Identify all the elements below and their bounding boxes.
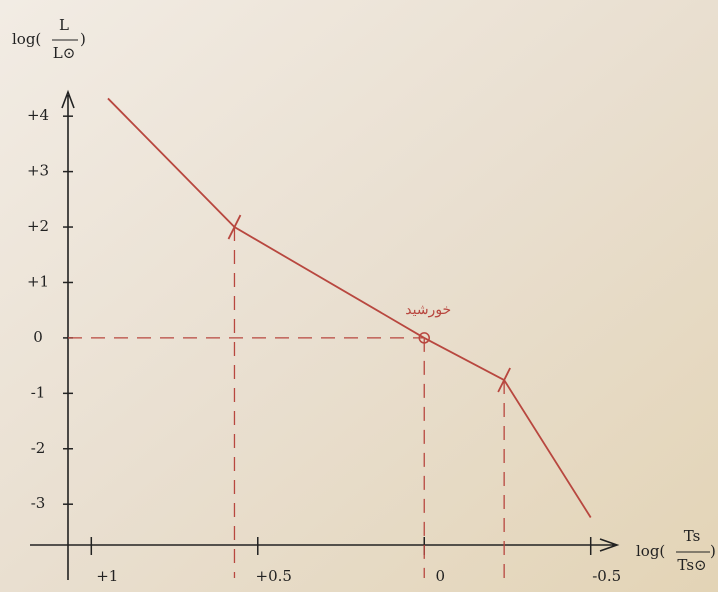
page: log( L L⊙ ) log( Ts Ts⊙ ) +4 +3 +2 +1 0 -1 -2 -… bbox=[0, 0, 718, 592]
y-tick-label: +2 bbox=[27, 217, 49, 235]
label-denominator: Ts⊙ bbox=[677, 556, 706, 574]
label-suffix: ) bbox=[710, 542, 716, 560]
y-tick-label: +4 bbox=[27, 106, 49, 124]
label-numerator: L bbox=[59, 16, 69, 34]
y-tick-label: -1 bbox=[31, 383, 46, 401]
y-tick-label: +3 bbox=[27, 162, 49, 180]
x-tick-label: +0.5 bbox=[256, 567, 292, 585]
x-tick-label: 0 bbox=[435, 567, 445, 585]
label-denominator: L⊙ bbox=[53, 44, 76, 62]
y-tick-label: 0 bbox=[33, 328, 43, 346]
y-tick-label: +1 bbox=[27, 272, 49, 290]
y-tick-label: -2 bbox=[31, 439, 46, 457]
label-prefix: log( bbox=[636, 542, 665, 560]
paper bbox=[0, 0, 718, 592]
y-tick-label: -3 bbox=[31, 494, 46, 512]
x-tick-label: +1 bbox=[96, 567, 118, 585]
label-suffix: ) bbox=[80, 30, 86, 48]
label-numerator: Ts bbox=[684, 527, 701, 545]
label-prefix: log( bbox=[12, 30, 41, 48]
x-tick-label: -0.5 bbox=[592, 567, 621, 585]
chart: log( L L⊙ ) log( Ts Ts⊙ ) +4 +3 +2 +1 0 -1 -2 -… bbox=[0, 0, 718, 592]
annotation: خورشید bbox=[405, 302, 451, 318]
